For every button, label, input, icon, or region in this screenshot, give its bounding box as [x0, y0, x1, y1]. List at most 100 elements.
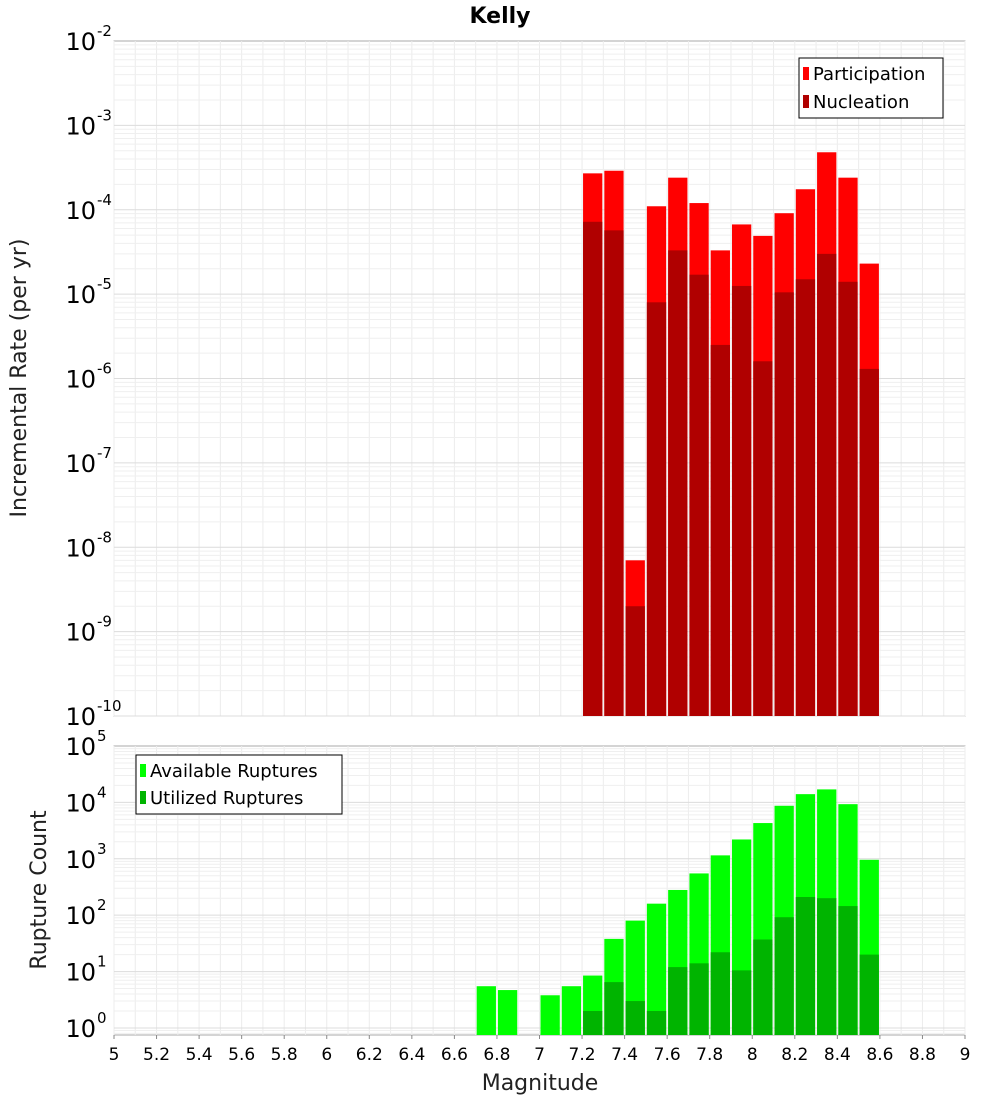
y-tick-exponent: 3 — [97, 840, 107, 858]
y-tick-base: 10 — [65, 902, 96, 930]
top-panel: 10-210-310-410-510-610-710-810-910-10 In… — [7, 22, 966, 731]
y-tick-exponent: 0 — [97, 1009, 107, 1027]
y-tick-base: 10 — [65, 281, 96, 309]
bar-nucleation-1 — [604, 230, 624, 716]
y-tick-exponent: -8 — [97, 528, 112, 546]
x-tick-label: 5 — [109, 1045, 120, 1065]
y-tick-label: 10 4 — [65, 783, 106, 817]
y-tick-label: 10 -8 — [65, 528, 112, 562]
x-tick-labels: 5 5.2 5.4 5.6 5.8 6 6.2 6.4 6.6 6.8 7 7.2 7.4 7.6 7.8 8… — [109, 1035, 970, 1065]
x-tick-label: 6 — [321, 1045, 332, 1065]
legend-label-utilized-ruptures: Utilized Ruptures — [150, 788, 303, 809]
y-tick-label: 10 -10 — [65, 697, 121, 731]
y-tick-exponent: -10 — [97, 697, 122, 715]
y-tick-exponent: -2 — [97, 22, 112, 40]
x-tick-label: 6.8 — [483, 1045, 510, 1065]
chart-title: Kelly — [469, 4, 530, 29]
legend-swatch-available-ruptures — [140, 764, 146, 777]
legend-label-participation: Participation — [813, 64, 925, 85]
x-tick-label: 7.6 — [654, 1045, 681, 1065]
bottom-legend-box — [135, 754, 343, 815]
bar-nucleation-2 — [625, 606, 645, 716]
x-tick-label: 8 — [747, 1045, 758, 1065]
y-tick-exponent: -6 — [97, 360, 112, 378]
bar-utilized-ruptures-14 — [795, 897, 816, 1035]
top-y-axis-label: Incremental Rate (per yr) — [7, 239, 32, 518]
y-tick-exponent: -3 — [97, 106, 112, 124]
bar-nucleation-7 — [731, 285, 752, 716]
legend-swatch-utilized-ruptures — [140, 791, 146, 804]
x-tick-label: 7.8 — [696, 1045, 723, 1065]
y-tick-exponent: -5 — [97, 275, 112, 293]
x-tick-label: 7 — [534, 1045, 545, 1065]
x-tick-label: 7.2 — [569, 1045, 596, 1065]
y-tick-exponent: 1 — [97, 953, 107, 971]
y-tick-label: 10 -7 — [65, 444, 112, 478]
y-tick-base: 10 — [65, 733, 96, 761]
bar-utilized-ruptures-4 — [583, 1010, 603, 1035]
bar-nucleation-0 — [583, 221, 603, 716]
y-tick-label: 10 -4 — [65, 191, 112, 225]
bar-available-ruptures-7 — [646, 903, 667, 1035]
bar-utilized-ruptures-7 — [646, 1010, 667, 1035]
bar-available-ruptures-1 — [497, 990, 518, 1035]
y-tick-exponent: -9 — [97, 613, 112, 631]
bottom-legend: Available Ruptures Utilized Ruptures — [135, 754, 343, 815]
x-tick-label: 6.6 — [441, 1045, 468, 1065]
x-tick-label: 8.4 — [824, 1045, 851, 1065]
bar-nucleation-12 — [838, 281, 858, 716]
bar-nucleation-4 — [668, 250, 688, 717]
legend-swatch-nucleation — [803, 95, 809, 108]
bar-nucleation-6 — [710, 344, 730, 716]
y-tick-label: 10 2 — [65, 896, 106, 930]
y-tick-label: 10 1 — [65, 953, 106, 987]
x-tick-label: 8.2 — [781, 1045, 808, 1065]
bottom-y-axis-label: Rupture Count — [27, 810, 52, 970]
legend-label-nucleation: Nucleation — [813, 92, 909, 113]
bar-nucleation-11 — [817, 253, 837, 716]
bar-utilized-ruptures-6 — [625, 1001, 645, 1035]
bar-utilized-ruptures-13 — [774, 917, 794, 1035]
y-tick-base: 10 — [65, 1015, 96, 1043]
bar-utilized-ruptures-15 — [817, 898, 837, 1035]
y-tick-exponent: 5 — [97, 727, 107, 745]
x-tick-label: 5.2 — [143, 1045, 170, 1065]
y-tick-base: 10 — [65, 846, 96, 874]
x-tick-label: 5.4 — [186, 1045, 213, 1065]
x-tick-label: 8.6 — [866, 1045, 893, 1065]
bar-available-ruptures-0 — [476, 986, 496, 1035]
y-tick-base: 10 — [65, 619, 96, 647]
y-tick-label: 10 -5 — [65, 275, 112, 309]
top-grid — [113, 41, 966, 717]
y-tick-label: 10 -2 — [65, 22, 112, 56]
x-tick-label: 8.8 — [909, 1045, 936, 1065]
top-legend-box — [798, 57, 944, 119]
bar-utilized-ruptures-16 — [838, 906, 858, 1035]
x-tick-label: 7.4 — [611, 1045, 638, 1065]
y-tick-label: 10 5 — [65, 727, 106, 761]
bar-nucleation-8 — [753, 361, 773, 716]
x-tick-label: 6.2 — [356, 1045, 383, 1065]
x-axis-label: Magnitude — [482, 1071, 599, 1096]
bar-utilized-ruptures-5 — [604, 982, 624, 1035]
bar-utilized-ruptures-12 — [753, 939, 773, 1035]
y-tick-base: 10 — [65, 789, 96, 817]
top-y-ticks: 10-210-310-410-510-610-710-810-910-10 — [65, 22, 121, 731]
y-tick-label: 10 -9 — [65, 613, 112, 647]
y-tick-base: 10 — [65, 112, 96, 140]
y-tick-exponent: 2 — [97, 896, 107, 914]
x-tick-label: 5.8 — [271, 1045, 298, 1065]
y-tick-base: 10 — [65, 703, 96, 731]
bar-available-ruptures-2 — [540, 995, 560, 1035]
bar-nucleation-9 — [774, 292, 794, 716]
y-tick-exponent: -4 — [97, 191, 112, 209]
bar-available-ruptures-3 — [561, 986, 582, 1035]
bar-utilized-ruptures-11 — [731, 970, 752, 1035]
bar-nucleation-5 — [689, 274, 709, 716]
x-tick-label: 6.4 — [398, 1045, 425, 1065]
top-legend: Participation Nucleation — [798, 57, 944, 119]
bar-nucleation-10 — [795, 279, 816, 716]
